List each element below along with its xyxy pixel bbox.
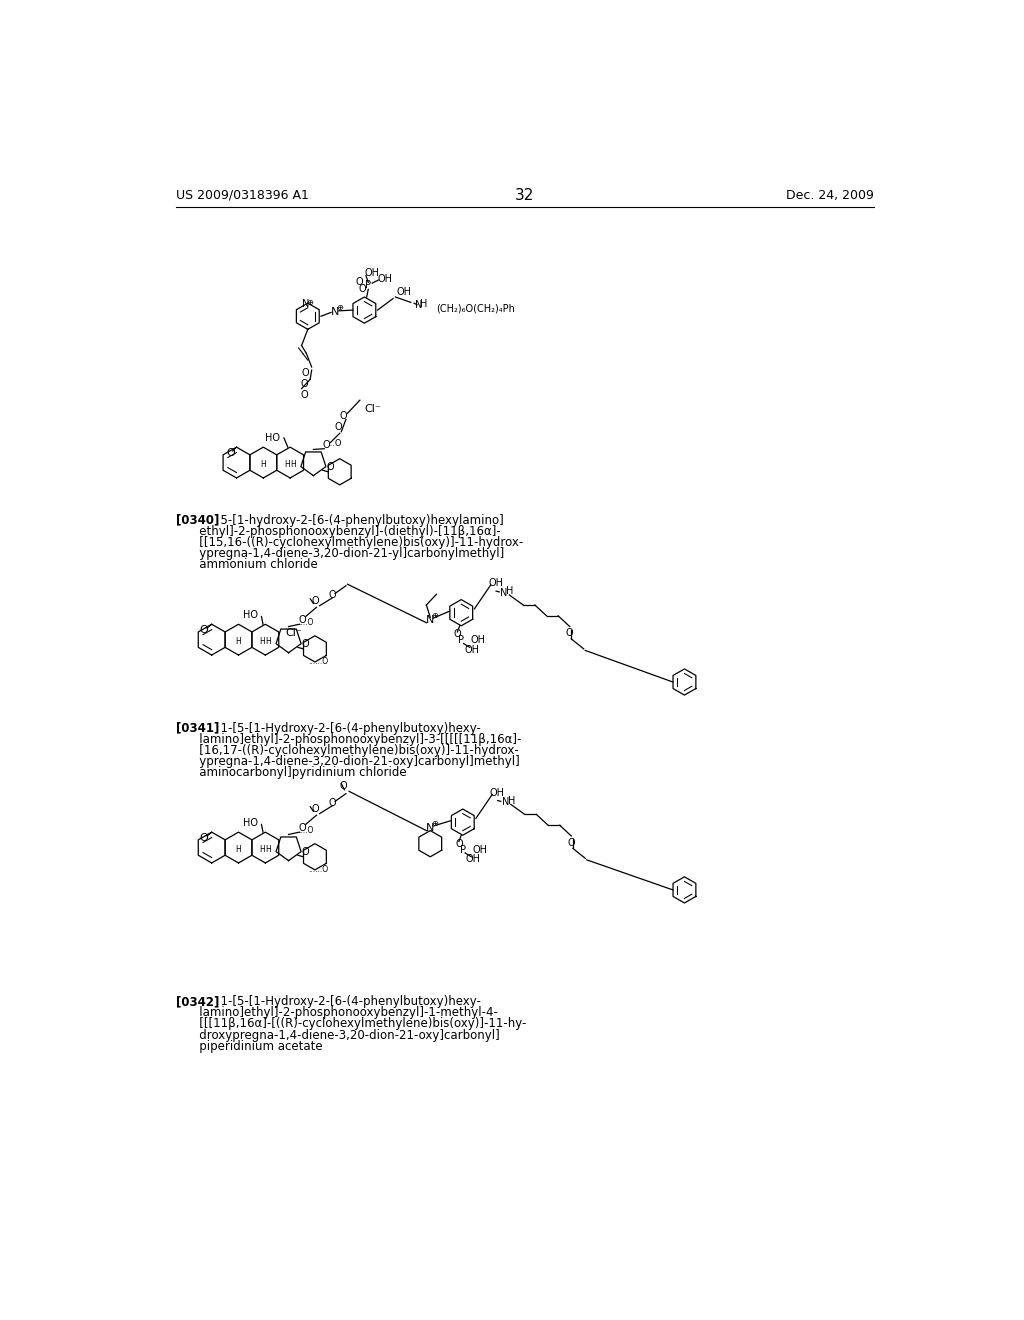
Text: O: O (299, 615, 306, 624)
Text: aminocarbonyl]pyridinium chloride: aminocarbonyl]pyridinium chloride (188, 767, 408, 779)
Text: HO: HO (243, 610, 258, 620)
Text: OH: OH (488, 578, 504, 589)
Text: O: O (300, 379, 308, 389)
Text: H: H (265, 638, 271, 647)
Text: 1-[5-[1-Hydroxy-2-[6-(4-phenylbutoxy)hexy-: 1-[5-[1-Hydroxy-2-[6-(4-phenylbutoxy)hex… (213, 995, 481, 1008)
Text: OH: OH (471, 635, 485, 645)
Text: HO: HO (243, 818, 258, 828)
Text: N: N (415, 301, 422, 310)
Text: H: H (291, 461, 296, 470)
Text: N: N (331, 308, 339, 317)
Text: H: H (265, 845, 271, 854)
Text: P: P (460, 845, 466, 855)
Text: lamino]ethyl]-2-phosphonooxybenzyl]-1-methyl-4-: lamino]ethyl]-2-phosphonooxybenzyl]-1-me… (188, 1006, 499, 1019)
Text: O: O (302, 639, 309, 649)
Text: O: O (355, 277, 362, 286)
Text: P: P (459, 635, 464, 645)
Text: OH: OH (378, 275, 392, 284)
Text: OH: OH (466, 854, 481, 865)
Text: N: N (502, 797, 509, 807)
Text: P: P (366, 280, 372, 290)
Text: OH: OH (489, 788, 505, 797)
Text: ⊕: ⊕ (336, 304, 343, 313)
Text: O: O (566, 628, 573, 639)
Text: O: O (302, 368, 309, 379)
Text: H: H (259, 638, 265, 647)
Text: H: H (236, 638, 242, 647)
Text: ......O: ......O (308, 657, 328, 665)
Text: O: O (335, 422, 342, 432)
Text: O: O (311, 804, 318, 814)
Text: O: O (358, 284, 366, 293)
Text: H: H (236, 845, 242, 854)
Text: ammonium chloride: ammonium chloride (188, 558, 318, 572)
Text: OH: OH (472, 845, 487, 855)
Text: 32: 32 (515, 187, 535, 203)
Text: O: O (340, 411, 347, 421)
Text: H: H (421, 298, 428, 309)
Text: N: N (426, 824, 434, 833)
Text: O: O (299, 822, 306, 833)
Text: O: O (323, 440, 331, 450)
Text: droxypregna-1,4-diene-3,20-dion-21-oxy]carbonyl]: droxypregna-1,4-diene-3,20-dion-21-oxy]c… (188, 1028, 500, 1041)
Text: H: H (260, 461, 266, 470)
Text: H: H (506, 586, 514, 597)
Text: 5-[1-hydroxy-2-[6-(4-phenylbutoxy)hexylamino]: 5-[1-hydroxy-2-[6-(4-phenylbutoxy)hexyla… (213, 513, 504, 527)
Text: [0340]: [0340] (176, 513, 219, 527)
Text: piperidinium acetate: piperidinium acetate (188, 1040, 324, 1053)
Text: ......O: ......O (308, 865, 328, 874)
Text: O: O (327, 462, 334, 473)
Text: OH: OH (397, 288, 412, 297)
Text: [0342]: [0342] (176, 995, 219, 1008)
Text: HO: HO (265, 433, 280, 444)
Text: H: H (284, 461, 290, 470)
Text: O: O (339, 781, 347, 791)
Text: N: N (500, 587, 507, 598)
Text: O: O (454, 630, 461, 639)
Text: H: H (259, 845, 265, 854)
Text: US 2009/0318396 A1: US 2009/0318396 A1 (176, 189, 309, 202)
Text: H: H (508, 796, 515, 805)
Text: lamino]ethyl]-2-phosphonooxybenzyl]-3-[[[[[11β,16α]-: lamino]ethyl]-2-phosphonooxybenzyl]-3-[[… (188, 733, 522, 746)
Text: ⊕: ⊕ (431, 820, 438, 828)
Text: ....O: ....O (298, 826, 313, 836)
Text: [[[11β,16α]-[((R)-cyclohexylmethylene)bis(oxy)]-11-hy-: [[[11β,16α]-[((R)-cyclohexylmethylene)bi… (188, 1018, 526, 1031)
Text: O: O (200, 626, 208, 635)
Text: O: O (328, 797, 336, 808)
Text: ⊕: ⊕ (431, 611, 438, 620)
Text: (CH₂)₆O(CH₂)₄Ph: (CH₂)₆O(CH₂)₄Ph (435, 304, 514, 314)
Text: [0341]: [0341] (176, 722, 219, 735)
Text: ....O: ....O (298, 618, 313, 627)
Text: N: N (426, 615, 434, 626)
Text: OH: OH (365, 268, 379, 279)
Text: ypregna-1,4-diene-3,20-dion-21-yl]carbonylmethyl]: ypregna-1,4-diene-3,20-dion-21-yl]carbon… (188, 548, 505, 560)
Text: ...O: ...O (328, 438, 342, 447)
Text: Dec. 24, 2009: Dec. 24, 2009 (785, 189, 873, 202)
Text: 1-[5-[1-Hydroxy-2-[6-(4-phenylbutoxy)hexy-: 1-[5-[1-Hydroxy-2-[6-(4-phenylbutoxy)hex… (213, 722, 481, 735)
Text: [16,17-((R)-cyclohexylmethylene)bis(oxy)]-11-hydrox-: [16,17-((R)-cyclohexylmethylene)bis(oxy)… (188, 744, 519, 758)
Text: ypregna-1,4-diene-3,20-dion-21-oxy]carbonyl]methyl]: ypregna-1,4-diene-3,20-dion-21-oxy]carbo… (188, 755, 520, 768)
Text: [[15,16-((R)-cyclohexylmethylene)bis(oxy)]-11-hydrox-: [[15,16-((R)-cyclohexylmethylene)bis(oxy… (188, 536, 523, 549)
Text: O: O (200, 833, 208, 843)
Text: O: O (302, 847, 309, 857)
Text: O: O (455, 838, 463, 849)
Text: ⊕: ⊕ (306, 298, 313, 306)
Text: OH: OH (464, 644, 479, 655)
Text: O: O (311, 597, 318, 606)
Text: O: O (567, 838, 575, 847)
Text: O: O (328, 590, 336, 601)
Text: ethyl]-2-phosphonooxybenzyl]-(diethyl)-[11β,16α]-: ethyl]-2-phosphonooxybenzyl]-(diethyl)-[… (188, 525, 501, 539)
Text: Cl⁻: Cl⁻ (286, 628, 302, 639)
Text: Cl⁻: Cl⁻ (365, 404, 381, 413)
Text: O: O (300, 389, 308, 400)
Text: O: O (226, 447, 234, 458)
Text: N: N (302, 298, 309, 309)
